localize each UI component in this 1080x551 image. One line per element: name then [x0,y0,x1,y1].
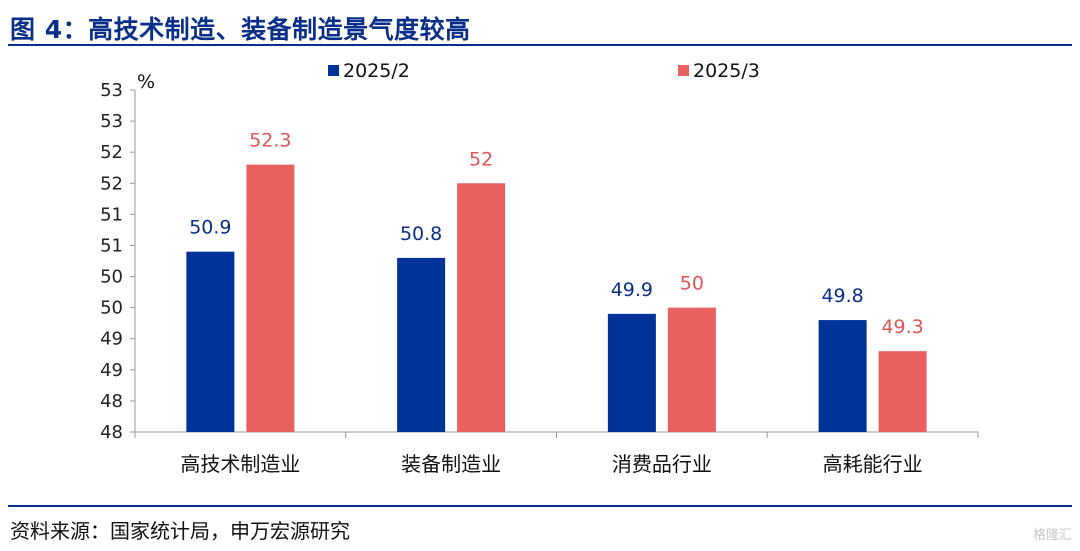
data-label: 50 [680,273,704,295]
y-tick-label: 49 [100,360,123,381]
bar [457,183,506,432]
y-tick-label: 50 [100,267,123,288]
y-tick-label: 48 [100,422,123,443]
data-label: 52.3 [249,130,291,152]
bar [186,251,235,432]
data-label: 49.9 [611,279,653,301]
legend-label: 2025/3 [693,60,760,82]
data-label: 49.8 [821,285,863,307]
legend-swatch [328,65,339,76]
data-label: 50.9 [189,217,231,239]
bar [667,307,716,432]
y-tick-label: 50 [100,298,123,319]
source-note: 资料来源：国家统计局，申万宏源研究 [10,519,350,543]
y-unit-label: % [137,71,155,93]
y-tick-label: 53 [100,80,123,101]
y-tick-label: 49 [100,329,123,350]
legend-label: 2025/2 [343,60,410,82]
y-tick-label: 53 [100,111,123,132]
x-category-label: 装备制造业 [401,452,501,476]
figure-title: 图 4：高技术制造、装备制造景气度较高 [10,15,471,44]
x-category-label: 高技术制造业 [180,452,300,476]
data-label: 49.3 [881,316,923,338]
data-label: 50.8 [400,223,442,245]
bar [397,257,446,432]
y-tick-label: 51 [100,235,123,256]
bar-chart: 48 48 49 49 50 50 51 51 52 52 53 53 % 50.9 52.3 高技术制造业 5… [100,60,979,476]
x-category-label: 消费品行业 [612,452,712,476]
bar [818,320,867,432]
watermark: 格隆汇 [1032,528,1072,543]
y-tick-label: 52 [100,173,123,194]
y-tick-label: 51 [100,204,123,225]
title-rule [8,44,1072,46]
y-tick-label: 48 [100,391,123,412]
bar [246,164,295,433]
y-tick-label: 52 [100,142,123,163]
bar [607,313,656,432]
legend-swatch [678,65,689,76]
source-rule [8,505,1072,507]
data-label: 52 [469,148,493,170]
x-category-label: 高耗能行业 [823,452,923,476]
bar [878,351,927,432]
